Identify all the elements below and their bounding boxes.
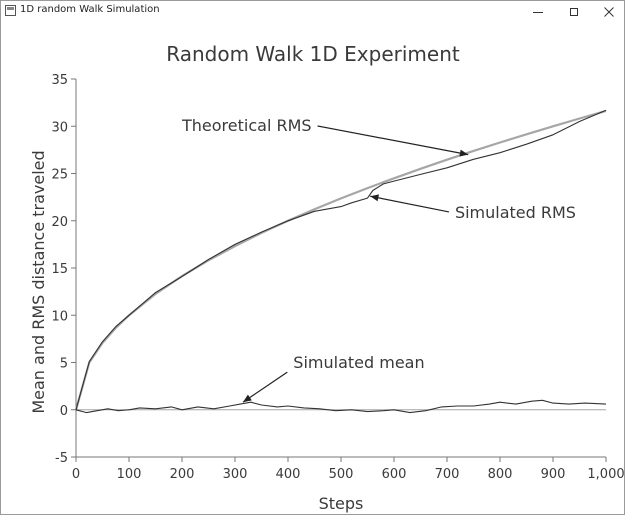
theoretical-rms-annotation-arrowhead (459, 149, 469, 157)
chart-title: Random Walk 1D Experiment (166, 42, 460, 66)
y-tick-label: 0 (60, 404, 68, 419)
simulated-rms-annotation-arrowhead (370, 194, 379, 202)
x-tick-label: 200 (170, 467, 195, 482)
theoretical-rms-annotation-label: Theoretical RMS (181, 116, 312, 135)
x-tick-label: 300 (223, 467, 248, 482)
minimize-button[interactable] (520, 1, 556, 23)
simulated-rms-annotation-label: Simulated RMS (455, 203, 576, 222)
simulated-mean-annotation-arrow (242, 371, 288, 403)
y-tick-label: 15 (51, 262, 68, 277)
close-icon (604, 7, 614, 17)
maximize-icon (570, 8, 578, 16)
simulated-rms-line (75, 109, 607, 410)
x-tick-label: 700 (435, 467, 460, 482)
x-tick-label: 0 (72, 467, 80, 482)
y-tick-label: 5 (60, 357, 68, 372)
x-tick-label: 800 (488, 467, 513, 482)
y-axis-label: Mean and RMS distance traveled (29, 150, 48, 413)
x-tick-label: 500 (329, 467, 354, 482)
x-tick-label: 400 (276, 467, 301, 482)
app-icon (5, 5, 16, 16)
x-tick-label: 100 (117, 467, 142, 482)
window-title: 1D random Walk Simulation (20, 4, 160, 15)
y-tick-label: 25 (51, 168, 68, 183)
x-tick-label: 900 (541, 467, 566, 482)
title-bar[interactable]: 1D random Walk Simulation (1, 1, 624, 23)
x-axis-label: Steps (319, 494, 364, 513)
x-tick-label: 600 (382, 467, 407, 482)
minimize-icon (533, 11, 543, 13)
theoretical-rms-annotation-arrow (317, 125, 469, 156)
y-tick-label: 35 (51, 73, 68, 88)
close-button[interactable] (591, 1, 625, 23)
chart-area: Random Walk 1D Experiment Mean and RMS d… (29, 42, 624, 513)
simulated-mean-line (75, 399, 607, 414)
y-tick-label: 10 (51, 309, 68, 324)
y-tick-label: 30 (51, 120, 68, 135)
simulated-mean-annotation-arrowhead (242, 394, 252, 403)
simulated-mean-annotation-label: Simulated mean (293, 353, 424, 372)
y-tick-label: -5 (55, 451, 68, 466)
simulated-rms-annotation-arrow (370, 195, 450, 213)
x-tick-label: 1,000 (587, 467, 624, 482)
maximize-button[interactable] (556, 1, 592, 23)
y-tick-label: 20 (51, 215, 68, 230)
